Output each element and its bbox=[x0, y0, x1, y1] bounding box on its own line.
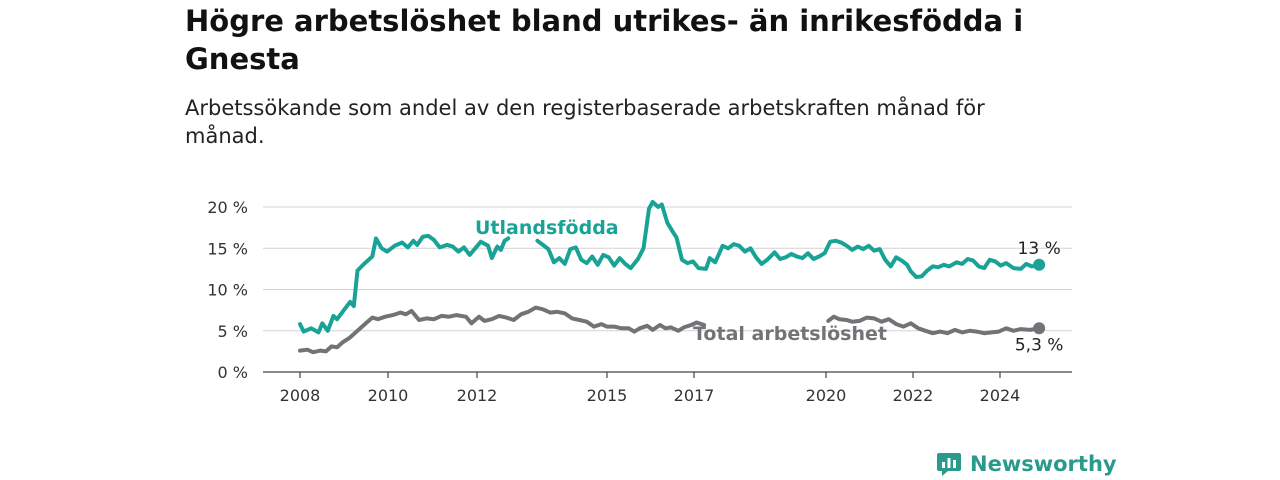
x-tick-label: 2015 bbox=[587, 386, 628, 405]
x-tick-label: 2010 bbox=[368, 386, 409, 405]
end-point-utlandsfodda bbox=[1033, 258, 1046, 271]
end-label-utlandsfodda: 13 % bbox=[1018, 239, 1061, 259]
y-tick-label: 15 % bbox=[207, 239, 248, 258]
end-point-total bbox=[1033, 322, 1046, 335]
chart-subtitle: Arbetssökande som andel av den registerb… bbox=[185, 96, 985, 148]
y-tick-label: 5 % bbox=[218, 322, 248, 341]
series-line-utlandsfodda bbox=[298, 233, 511, 335]
series-line-total bbox=[826, 314, 1042, 336]
x-tick-label: 2012 bbox=[457, 386, 498, 405]
x-tick-label: 2008 bbox=[280, 386, 321, 405]
series-line-utlandsfodda bbox=[535, 200, 1042, 280]
y-tick-label: 10 % bbox=[207, 281, 248, 300]
x-tick-label: 2020 bbox=[806, 386, 847, 405]
series-label-total: Total arbetslöshet bbox=[693, 323, 887, 345]
y-tick-label: 0 % bbox=[218, 363, 248, 382]
newsworthy-logo-icon bbox=[937, 453, 961, 476]
end-label-total: 5,3 % bbox=[1015, 335, 1064, 355]
x-tick-label: 2024 bbox=[980, 386, 1021, 405]
y-tick-label: 20 % bbox=[207, 198, 248, 217]
series-line-total bbox=[298, 305, 707, 355]
x-tick-label: 2022 bbox=[893, 386, 934, 405]
series-lines bbox=[298, 200, 1046, 355]
x-tick-label: 2017 bbox=[674, 386, 715, 405]
gridlines bbox=[263, 206, 1072, 378]
chart-labels: 0 % 5 % 10 % 15 % 20 % 2008 2010 2012 2015 2017 20… bbox=[207, 198, 1063, 405]
newsworthy-logo: Newsworthy bbox=[936, 448, 1117, 480]
series-label-utlandsfodda: Utlandsfödda bbox=[475, 217, 619, 239]
brand-name: Newsworthy bbox=[970, 452, 1117, 476]
chart-title: Högre arbetslöshet bland utrikes- än inr… bbox=[185, 4, 1024, 76]
